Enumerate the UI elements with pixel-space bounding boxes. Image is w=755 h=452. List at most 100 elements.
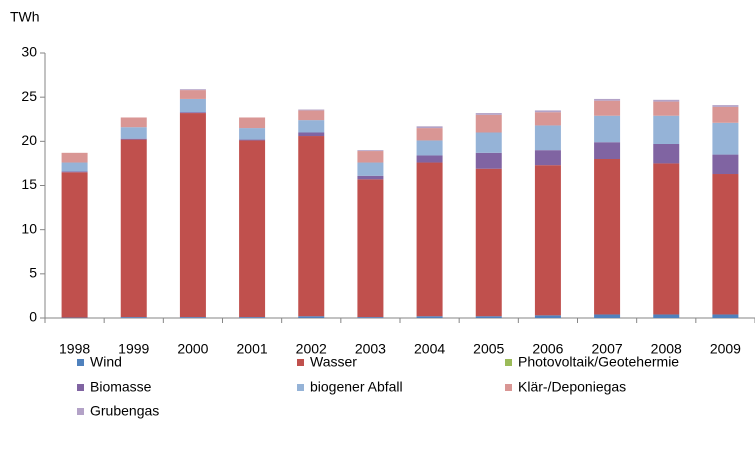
legend-swatch [77,359,84,366]
x-tick-label: 2006 [532,341,563,357]
bar-segment [416,316,443,318]
bar-segment [594,98,621,101]
bar-segment [120,138,147,140]
y-tick-label: 30 [21,44,37,60]
legend-swatch [297,359,304,366]
bar-segment [357,150,384,152]
bar-segment [357,175,384,180]
legend-label: Wasser [310,354,357,370]
bar-segment [298,120,325,133]
bar-segment [357,151,384,163]
bar-segment [475,152,502,169]
bar-segment [712,122,739,155]
y-tick-label: 15 [21,176,37,192]
bar-segment [179,98,206,113]
bar-segment [61,172,88,318]
bar-segment [475,114,502,133]
x-tick-label: 2007 [592,341,623,357]
y-tick-label: 10 [21,220,37,236]
bar-segment [298,132,325,137]
y-tick-label: 5 [29,265,37,281]
legend-label: Photovoltaik/Geotehermie [518,354,679,370]
bar-segment [239,139,266,141]
bar-segment [179,113,206,318]
y-tick-label: 25 [21,88,37,104]
bar-segment [239,117,266,129]
legend-label: biogener Abfall [310,379,403,395]
bar-segment [475,316,502,318]
x-tick-label: 2000 [177,341,208,357]
bar-segment [653,163,680,315]
bar-segment [534,112,561,126]
y-axis-label: TWh [10,9,40,25]
bar-segment [357,162,384,176]
bar-segment [594,115,621,143]
bar-segment [653,101,680,116]
bar-segment [653,314,680,318]
bar-segment [653,143,680,164]
bar-segment [120,127,147,139]
bar-segment [475,113,502,115]
bar-segment [416,162,443,317]
bar-segment [653,99,680,102]
x-tick-label: 2002 [296,341,327,357]
x-tick-label: 2004 [414,341,445,357]
legend-swatch [77,408,84,415]
legend-label: Biomasse [90,379,152,395]
bar-segment [712,154,739,175]
bar-segment [653,115,680,144]
x-tick-label: 2009 [710,341,741,357]
bar-segment [475,132,502,153]
bar-segment [298,110,325,121]
bar-segment [298,316,325,318]
legend-label: Klär-/Deponiegas [518,379,626,395]
bar-segment [357,317,384,318]
x-tick-label: 2008 [651,341,682,357]
bar-segment [61,162,88,172]
bar-segment [594,159,621,315]
bar-segment [357,179,384,318]
bar-segment [120,139,147,318]
y-tick-label: 0 [29,309,37,325]
legend-label: Grubengas [90,403,159,419]
bar-segment [534,315,561,318]
bar-segment [534,165,561,316]
bar-segment [61,152,88,163]
bar-segment [712,106,739,123]
bar-segment [534,125,561,151]
bar-segment [594,100,621,116]
bar-segment [475,168,502,317]
bar-segment [416,128,443,141]
bar-segment [594,142,621,159]
bar-segment [534,110,561,113]
x-tick-label: 2005 [473,341,504,357]
legend-swatch [505,384,512,391]
bar-segment [534,150,561,166]
y-tick-label: 20 [21,132,37,148]
bar-segment [712,174,739,315]
bar-segment [179,317,206,318]
bar-segment [239,128,266,140]
bar-segment [61,171,88,173]
bar-segment [594,314,621,318]
bar-segment [416,155,443,163]
bar-segment [298,136,325,317]
bar-segment [179,112,206,114]
bar-segment [298,109,325,111]
x-tick-label: 1999 [118,341,149,357]
legend-swatch [297,384,304,391]
legend-swatch [505,359,512,366]
bar-segment [239,140,266,318]
x-tick-label: 2001 [237,341,268,357]
bar-segment [712,314,739,318]
bar-segment [179,90,206,99]
bar-segment [120,317,147,318]
bar-segment [416,140,443,156]
bar-segment [179,89,206,91]
bar-segment [120,117,147,128]
x-tick-label: 2003 [355,341,386,357]
legend-swatch [77,384,84,391]
x-tick-label: 1998 [59,341,90,357]
bar-segment [239,317,266,318]
